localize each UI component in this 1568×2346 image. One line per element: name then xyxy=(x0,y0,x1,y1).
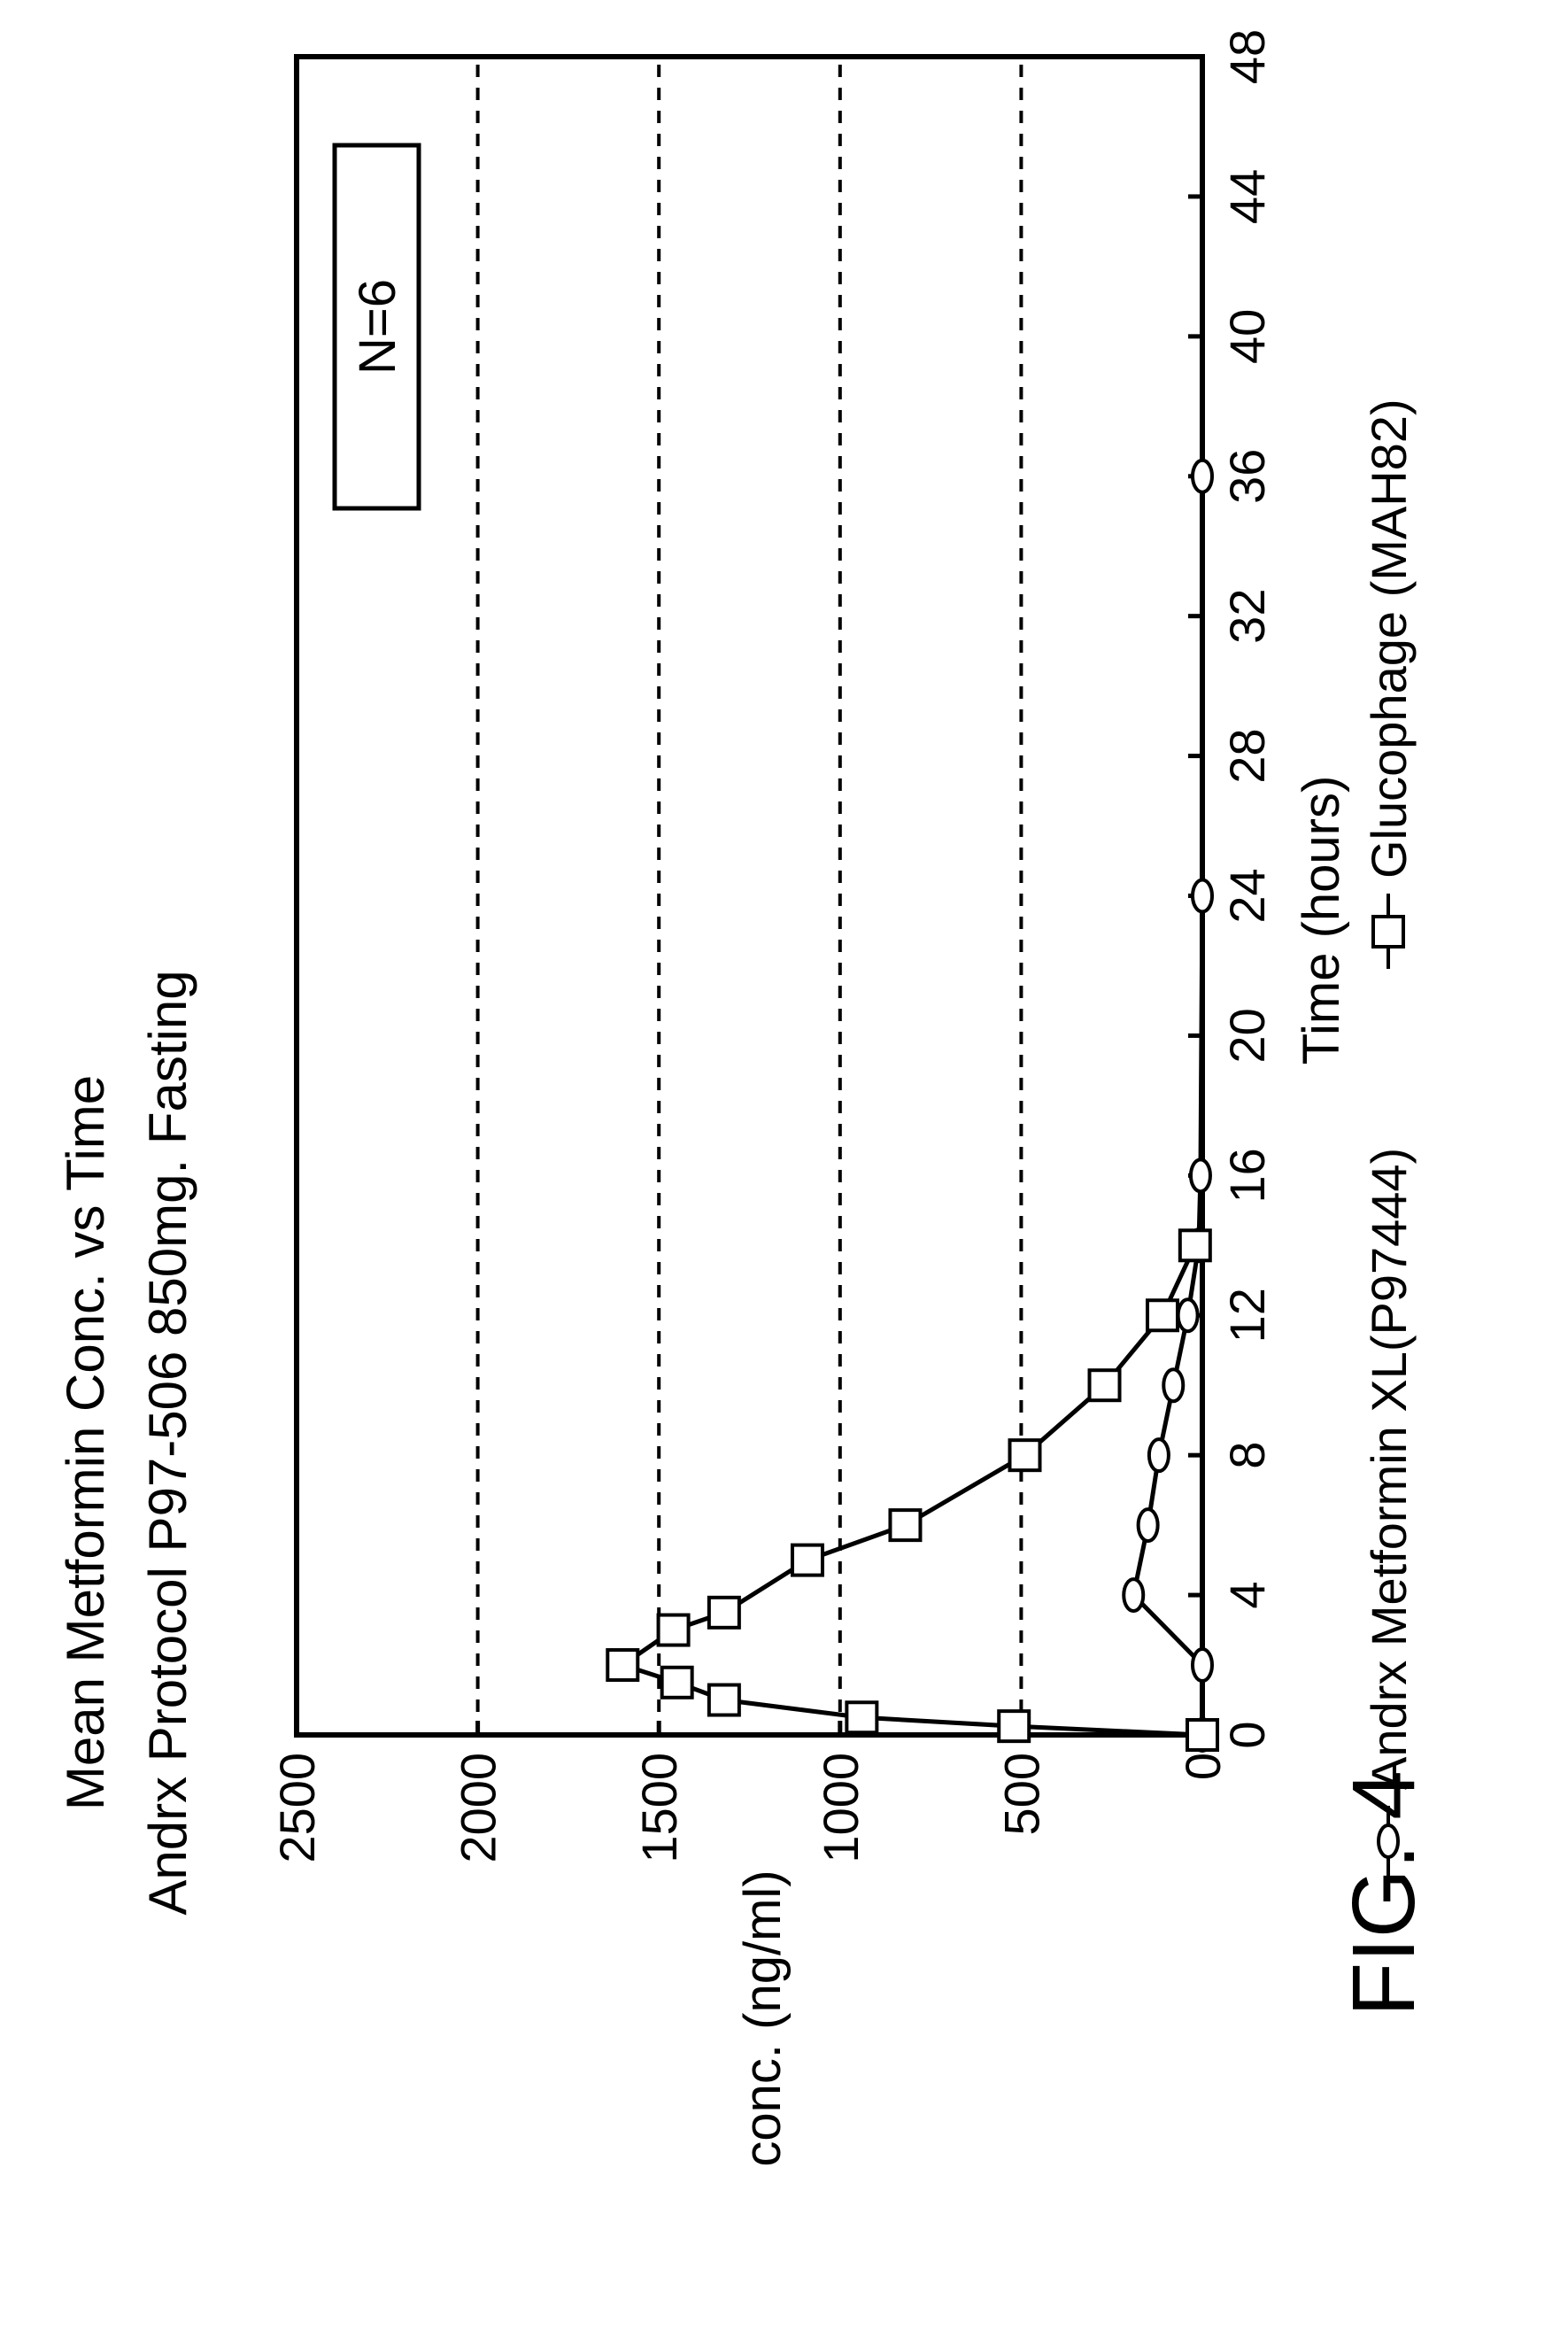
series-0-point-6 xyxy=(1176,1297,1200,1334)
series-0 xyxy=(1122,458,1214,1753)
chart-subtitle: Andrx Protocol P97-506 850mg. Fasting xyxy=(138,970,197,1915)
legend-marker-andrx xyxy=(1377,1806,1400,1877)
figure-label: FIG. 4 xyxy=(1334,1770,1433,2017)
x-tick-label-24: 24 xyxy=(1219,868,1275,923)
series-0-point-1 xyxy=(1191,1647,1214,1684)
series-1-point-10 xyxy=(1008,1438,1042,1473)
legend: Andrx Metformin XL(P97444) Glucophage (M… xyxy=(1361,399,1417,1877)
data-series xyxy=(606,458,1219,1753)
sample-size-box: N=6 xyxy=(332,143,421,511)
x-tick-label-16: 16 xyxy=(1219,1148,1275,1203)
legend-marker-glucophage xyxy=(1371,894,1405,969)
y-axis-ticks: 0 500 1000 1500 2000 2500 xyxy=(269,1721,1231,1863)
series-1 xyxy=(606,1228,1219,1752)
y-tick-label-0: 0 xyxy=(1175,1753,1231,1780)
series-line-0 xyxy=(1131,476,1205,1735)
x-tick-label-20: 20 xyxy=(1219,1008,1275,1063)
series-1-point-1 xyxy=(997,1709,1031,1744)
series-1-point-0 xyxy=(1186,1718,1219,1752)
series-0-point-9 xyxy=(1191,878,1214,914)
series-1-point-3 xyxy=(707,1683,741,1717)
x-tick-label-28: 28 xyxy=(1219,728,1275,783)
x-axis-label: Time (hours) xyxy=(1293,776,1350,1065)
series-line-1 xyxy=(617,1244,1203,1738)
chart-title: Mean Metformin Conc. vs Time xyxy=(56,1075,115,1810)
x-tick-label-44: 44 xyxy=(1219,169,1275,224)
sample-size-label: N=6 xyxy=(349,279,406,375)
series-1-point-2 xyxy=(845,1700,879,1735)
legend-label-andrx: Andrx Metformin XL(P97444) xyxy=(1361,1148,1417,1790)
series-0-point-2 xyxy=(1122,1577,1146,1614)
y-tick-label-1500: 1500 xyxy=(631,1753,687,1863)
sample-size-border xyxy=(332,143,421,511)
y-tick-label-500: 500 xyxy=(993,1753,1049,1835)
series-0-point-5 xyxy=(1162,1367,1186,1404)
legend-label-glucophage: Glucophage (MAH82) xyxy=(1361,399,1417,879)
series-1-point-8 xyxy=(790,1543,824,1577)
gridlines xyxy=(475,57,1023,1735)
x-tick-label-40: 40 xyxy=(1219,309,1275,364)
series-1-point-9 xyxy=(888,1508,923,1543)
series-1-point-7 xyxy=(707,1595,741,1630)
series-0-point-10 xyxy=(1191,458,1214,494)
series-1-point-13 xyxy=(1178,1228,1212,1263)
y-tick-label-2000: 2000 xyxy=(451,1753,506,1863)
x-tick-label-12: 12 xyxy=(1219,1288,1275,1343)
series-0-point-3 xyxy=(1136,1507,1160,1544)
x-tick-label-0: 0 xyxy=(1219,1721,1275,1748)
series-1-point-4 xyxy=(660,1665,694,1699)
series-1-point-6 xyxy=(656,1613,691,1647)
series-1-point-12 xyxy=(1145,1298,1179,1333)
series-0-point-4 xyxy=(1147,1437,1170,1474)
x-tick-label-36: 36 xyxy=(1219,449,1275,504)
x-tick-label-48: 48 xyxy=(1219,29,1275,84)
x-tick-label-4: 4 xyxy=(1219,1582,1275,1609)
x-tick-label-8: 8 xyxy=(1219,1442,1275,1469)
series-1-point-11 xyxy=(1087,1368,1122,1403)
series-0-point-8 xyxy=(1188,1158,1212,1194)
y-tick-label-1000: 1000 xyxy=(813,1753,869,1863)
y-axis-label: conc. (ng/ml) xyxy=(734,1870,792,2166)
plot-area-frame xyxy=(294,54,1205,1738)
x-tick-label-32: 32 xyxy=(1219,589,1275,644)
y-tick-label-2500: 2500 xyxy=(269,1753,325,1863)
series-1-point-5 xyxy=(606,1648,640,1683)
